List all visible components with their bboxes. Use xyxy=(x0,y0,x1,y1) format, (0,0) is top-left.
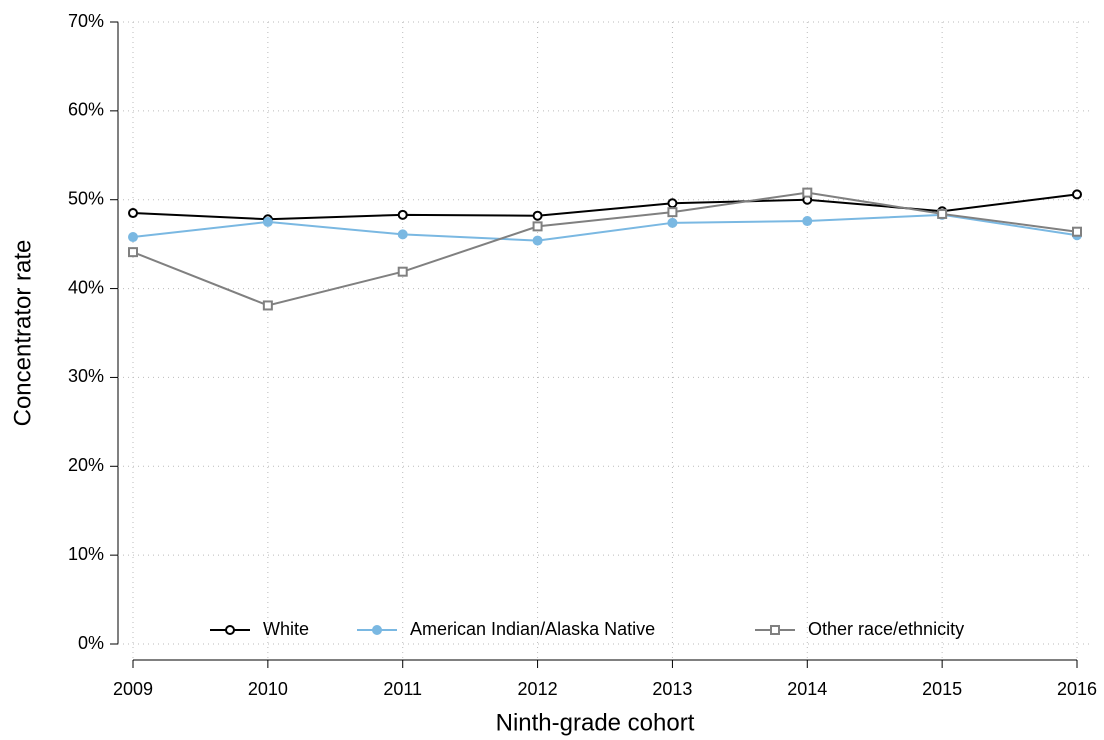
y-tick-label: 10% xyxy=(68,544,104,564)
x-tick-label: 2011 xyxy=(383,679,422,699)
point xyxy=(802,216,813,227)
y-tick-label: 50% xyxy=(68,188,104,208)
x-tick-label: 2009 xyxy=(113,679,153,699)
point xyxy=(802,187,813,198)
point xyxy=(532,235,543,246)
legend-label: American Indian/Alaska Native xyxy=(410,619,655,639)
series-line xyxy=(132,193,1078,221)
point xyxy=(937,208,948,219)
y-tick-label: 60% xyxy=(68,100,104,120)
point xyxy=(397,209,408,220)
x-tick-label: 2016 xyxy=(1057,679,1097,699)
x-tick-label: 2013 xyxy=(652,679,692,699)
legend-marker xyxy=(225,625,235,635)
point xyxy=(1072,189,1082,200)
point xyxy=(262,300,273,311)
legend-label: Other race/ethnicity xyxy=(808,619,964,639)
legend-marker xyxy=(770,625,780,635)
legend-label: White xyxy=(263,619,309,639)
x-tick-label: 2014 xyxy=(787,679,827,699)
point xyxy=(128,208,138,219)
legend-marker xyxy=(372,625,382,635)
point xyxy=(667,198,678,209)
x-tick-label: 2012 xyxy=(518,679,558,699)
y-tick-label: 40% xyxy=(68,277,104,297)
y-tick-label: 20% xyxy=(68,455,104,475)
point xyxy=(262,216,273,227)
point xyxy=(397,229,408,240)
y-axis-title: Concentrator rate xyxy=(9,240,36,427)
point xyxy=(532,221,543,232)
series-line xyxy=(132,213,1078,242)
point xyxy=(667,207,678,218)
x-axis-title: Ninth-grade cohort xyxy=(496,709,695,736)
y-tick-label: 0% xyxy=(78,633,104,653)
point xyxy=(532,210,543,221)
x-tick-label: 2010 xyxy=(248,679,288,699)
point xyxy=(128,247,138,258)
x-tick-label: 2015 xyxy=(922,679,962,699)
y-tick-label: 70% xyxy=(68,11,104,31)
y-tick-label: 30% xyxy=(68,366,104,386)
point xyxy=(667,217,678,228)
point xyxy=(1072,226,1082,237)
point xyxy=(397,266,408,277)
point xyxy=(128,232,138,243)
series-line xyxy=(132,191,1078,307)
